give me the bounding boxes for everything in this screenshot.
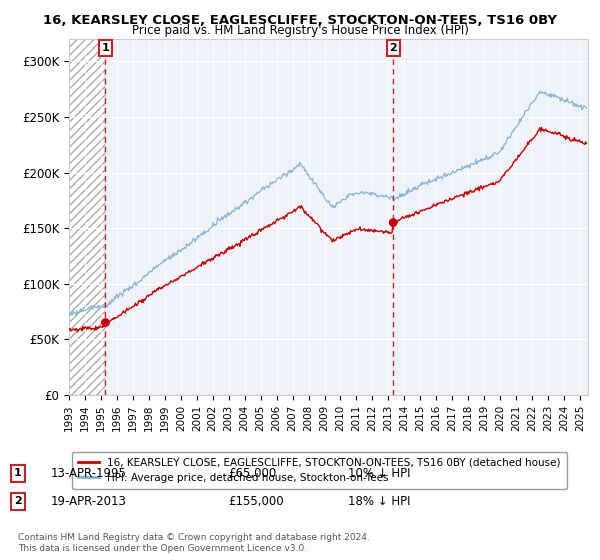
Bar bbox=[69, 39, 106, 395]
Point bbox=[388, 218, 398, 227]
Text: 2: 2 bbox=[389, 43, 397, 53]
Text: Price paid vs. HM Land Registry's House Price Index (HPI): Price paid vs. HM Land Registry's House … bbox=[131, 24, 469, 37]
Text: 18% ↓ HPI: 18% ↓ HPI bbox=[348, 494, 410, 508]
Point bbox=[101, 318, 110, 327]
Text: 2: 2 bbox=[14, 496, 22, 506]
Text: £155,000: £155,000 bbox=[228, 494, 284, 508]
Text: 19-APR-2013: 19-APR-2013 bbox=[51, 494, 127, 508]
Text: £65,000: £65,000 bbox=[228, 466, 276, 480]
Text: 1: 1 bbox=[14, 468, 22, 478]
Legend: 16, KEARSLEY CLOSE, EAGLESCLIFFE, STOCKTON-ON-TEES, TS16 0BY (detached house), H: 16, KEARSLEY CLOSE, EAGLESCLIFFE, STOCKT… bbox=[71, 451, 567, 489]
Text: 10% ↓ HPI: 10% ↓ HPI bbox=[348, 466, 410, 480]
Text: 13-APR-1995: 13-APR-1995 bbox=[51, 466, 127, 480]
Text: 1: 1 bbox=[101, 43, 109, 53]
Text: Contains HM Land Registry data © Crown copyright and database right 2024.
This d: Contains HM Land Registry data © Crown c… bbox=[18, 533, 370, 553]
Text: 16, KEARSLEY CLOSE, EAGLESCLIFFE, STOCKTON-ON-TEES, TS16 0BY: 16, KEARSLEY CLOSE, EAGLESCLIFFE, STOCKT… bbox=[43, 14, 557, 27]
